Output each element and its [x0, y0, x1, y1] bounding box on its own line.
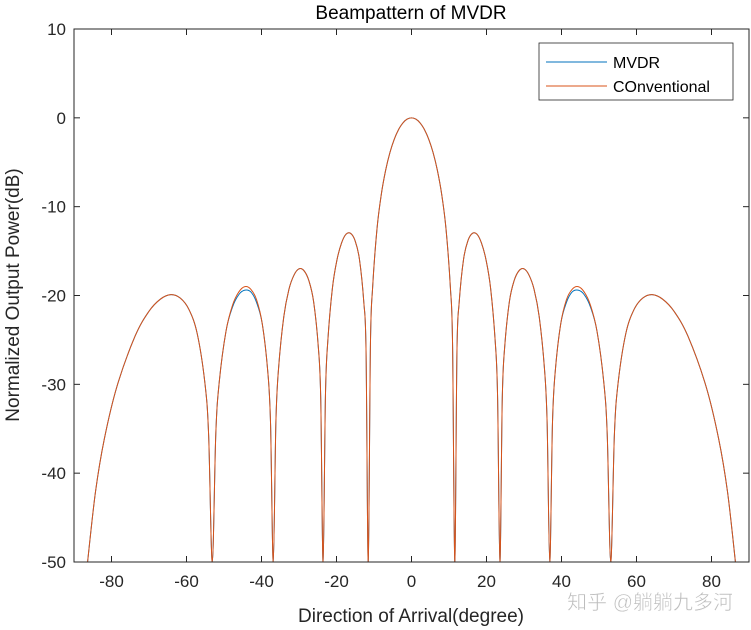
- x-tick-label: 60: [627, 572, 646, 591]
- series-lines: [87, 117, 736, 562]
- x-tick-label: -20: [324, 572, 349, 591]
- x-tick-label: -80: [99, 572, 124, 591]
- x-tick-label: 40: [552, 572, 571, 591]
- y-tick-label: -40: [41, 464, 66, 483]
- y-tick-label: -50: [41, 553, 66, 572]
- x-tick-label: 20: [477, 572, 496, 591]
- x-axis-label: Direction of Arrival(degree): [298, 606, 524, 627]
- y-tick-label: -10: [41, 198, 66, 217]
- x-tick-label: -60: [174, 572, 199, 591]
- chart-title: Beampattern of MVDR: [315, 3, 506, 24]
- series-line-conventional: [87, 117, 736, 562]
- legend-label-mvdr: MVDR: [613, 55, 660, 72]
- x-tick-label: 80: [702, 572, 721, 591]
- y-tick-label: 10: [47, 20, 66, 39]
- x-tick-label: 0: [407, 572, 416, 591]
- y-axis-label: Normalized Output Power(dB): [3, 168, 24, 421]
- x-tick-label: -40: [249, 572, 274, 591]
- axes-box: [73, 28, 750, 563]
- legend-box: [538, 42, 734, 101]
- y-tick-label: -20: [41, 287, 66, 306]
- y-tick-label: -30: [41, 375, 66, 394]
- legend-label-conventional: COnventional: [613, 79, 710, 96]
- y-tick-label: 0: [57, 109, 66, 128]
- legend: MVDR COnventional: [538, 42, 734, 101]
- watermark: 知乎 @躺躺九多河: [567, 591, 733, 614]
